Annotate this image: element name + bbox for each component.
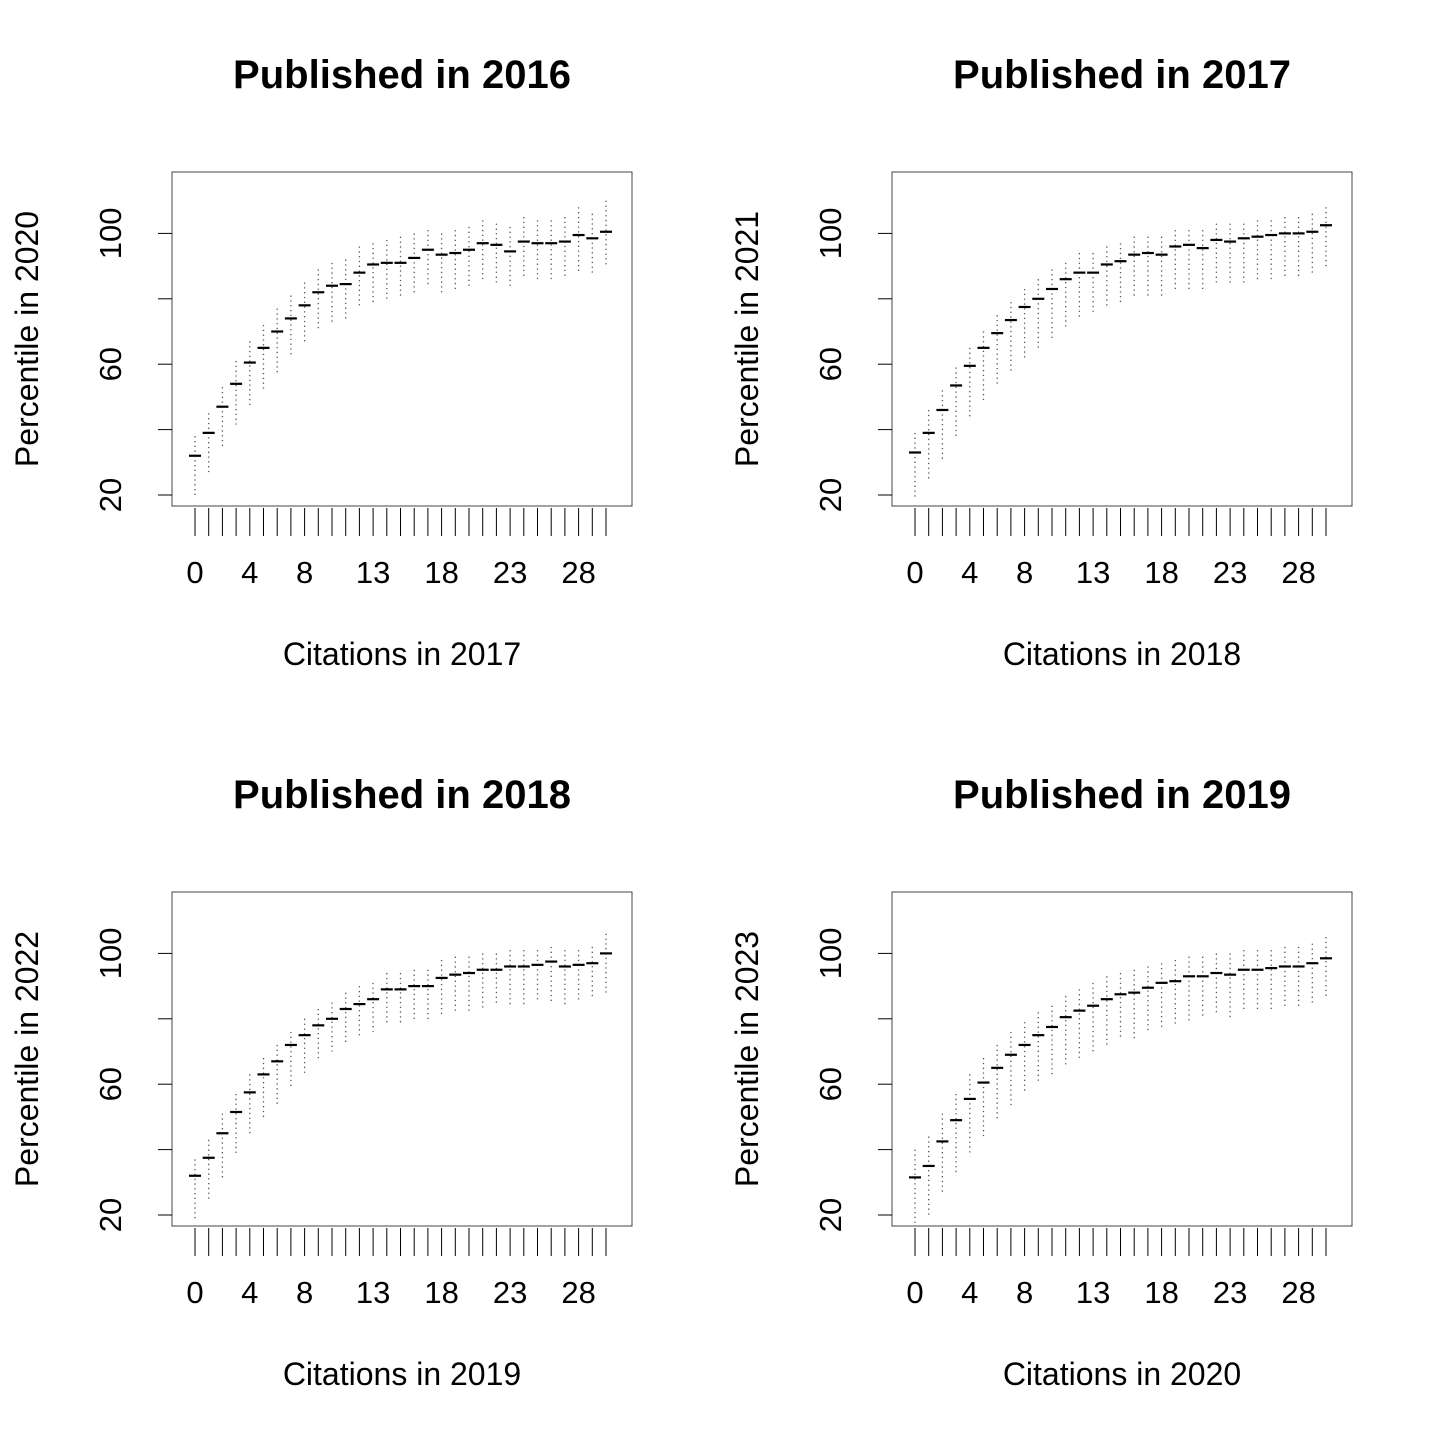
plot-frame xyxy=(171,891,633,1227)
y-tick-label: 100 xyxy=(93,208,128,260)
y-tick-label: 20 xyxy=(813,1198,848,1232)
x-tick-label: 4 xyxy=(241,1275,258,1310)
x-axis-label: Citations in 2017 xyxy=(283,636,521,672)
chart-title: Published in 2017 xyxy=(953,53,1291,97)
x-tick-label: 23 xyxy=(1213,1275,1247,1310)
y-tick-label: 60 xyxy=(93,347,128,381)
y-tick-label: 20 xyxy=(93,478,128,512)
x-tick-label: 13 xyxy=(356,1275,390,1310)
y-tick-label: 60 xyxy=(813,1067,848,1101)
x-axis-label: Citations in 2019 xyxy=(283,1356,521,1392)
chart-title: Published in 2019 xyxy=(953,773,1291,817)
y-tick-label: 100 xyxy=(813,928,848,980)
y-axis-label: Percentile in 2023 xyxy=(729,931,765,1187)
x-tick-label: 28 xyxy=(1281,555,1315,590)
x-tick-label: 8 xyxy=(296,555,313,590)
x-tick-label: 8 xyxy=(296,1275,313,1310)
y-tick-label: 20 xyxy=(813,478,848,512)
y-tick-label: 20 xyxy=(93,1198,128,1232)
y-tick-label: 60 xyxy=(93,1067,128,1101)
x-tick-label: 28 xyxy=(561,555,595,590)
x-tick-label: 8 xyxy=(1016,1275,1033,1310)
chart-title: Published in 2018 xyxy=(233,773,571,817)
x-tick-label: 4 xyxy=(961,555,978,590)
x-tick-label: 8 xyxy=(1016,555,1033,590)
x-tick-label: 0 xyxy=(906,1275,923,1310)
y-tick-label: 100 xyxy=(813,208,848,260)
chart-panel-2: Published in 2017 20 60 100 0 4 8 13 18 23 28 Citat… xyxy=(729,53,1353,672)
plot-frame xyxy=(891,891,1353,1227)
x-tick-label: 18 xyxy=(424,555,458,590)
x-tick-label: 4 xyxy=(241,555,258,590)
chart-panel-3: Published in 2018 20 60 100 0 4 8 13 18 23 28 Citat… xyxy=(9,773,633,1392)
x-tick-label: 28 xyxy=(1281,1275,1315,1310)
y-tick-label: 100 xyxy=(93,928,128,980)
plot-frame xyxy=(891,171,1353,507)
y-axis-label: Percentile in 2021 xyxy=(729,211,765,467)
x-tick-label: 13 xyxy=(1076,1275,1110,1310)
chart-title: Published in 2016 xyxy=(233,53,571,97)
x-tick-label: 13 xyxy=(356,555,390,590)
y-axis-label: Percentile in 2022 xyxy=(9,931,45,1187)
x-tick-label: 18 xyxy=(424,1275,458,1310)
x-tick-label: 0 xyxy=(906,555,923,590)
x-tick-label: 23 xyxy=(493,555,527,590)
x-tick-label: 23 xyxy=(1213,555,1247,590)
x-tick-label: 18 xyxy=(1144,1275,1178,1310)
x-axis-label: Citations in 2020 xyxy=(1003,1356,1241,1392)
x-tick-label: 18 xyxy=(1144,555,1178,590)
x-tick-label: 13 xyxy=(1076,555,1110,590)
x-tick-label: 23 xyxy=(493,1275,527,1310)
chart-panel-4: Published in 2019 20 60 100 0 4 8 13 18 23 28 Citat… xyxy=(729,773,1353,1392)
x-tick-label: 4 xyxy=(961,1275,978,1310)
x-tick-label: 28 xyxy=(561,1275,595,1310)
chart-panel-1: Published in 2016 20 60 100 0 4 8 13 18 23 28 Citat… xyxy=(9,53,633,672)
x-tick-label: 0 xyxy=(186,555,203,590)
plot-frame xyxy=(171,171,633,507)
x-tick-label: 0 xyxy=(186,1275,203,1310)
y-axis-label: Percentile in 2020 xyxy=(9,211,45,467)
x-axis-label: Citations in 2018 xyxy=(1003,636,1241,672)
y-tick-label: 60 xyxy=(813,347,848,381)
